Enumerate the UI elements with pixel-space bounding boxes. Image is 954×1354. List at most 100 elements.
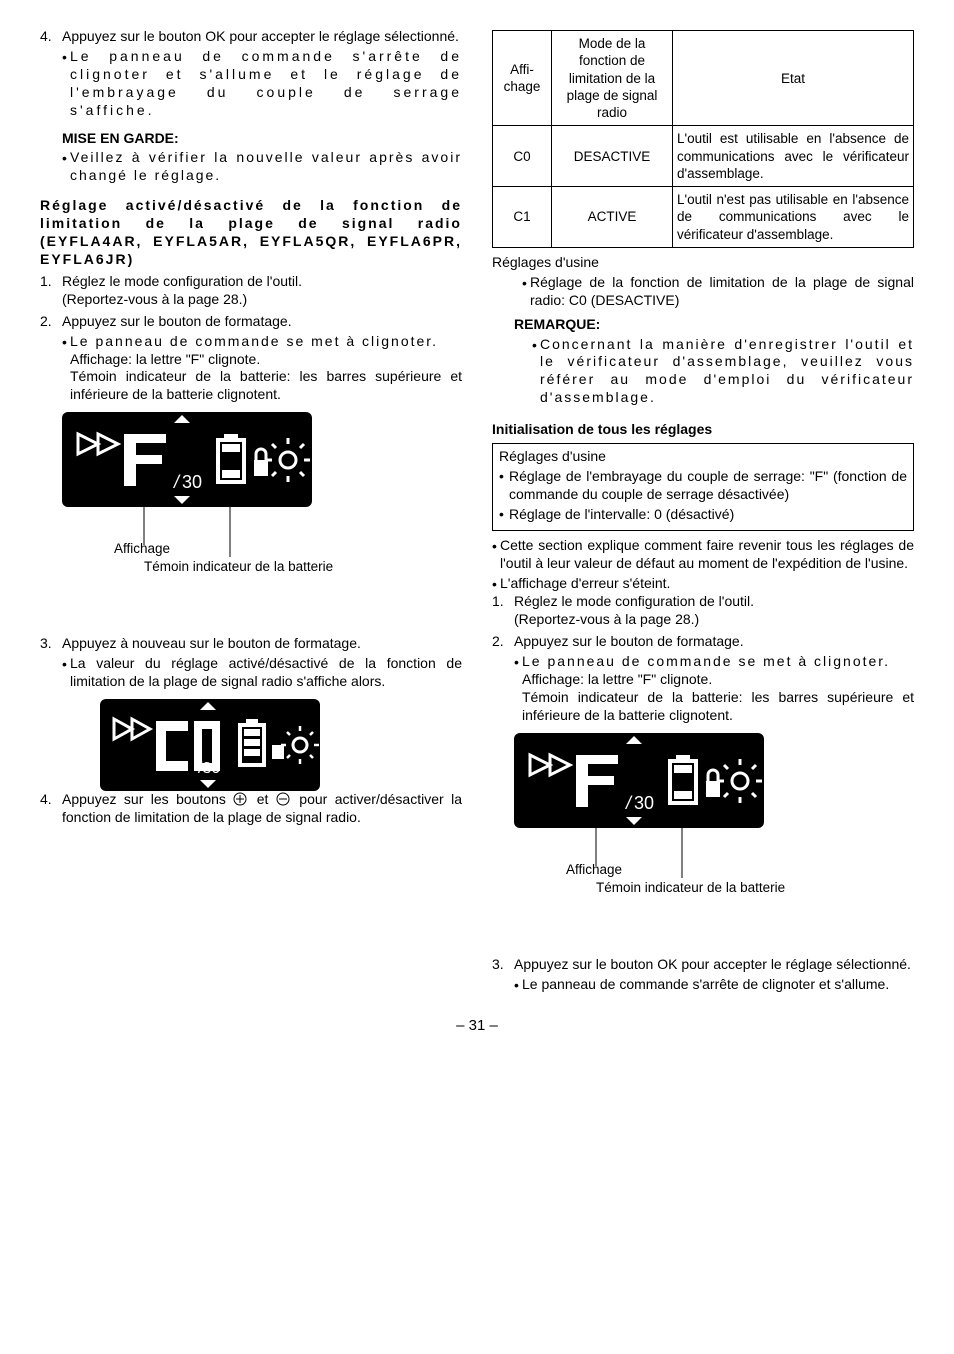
bullet-row: • L'affichage d'erreur s'éteint. — [492, 575, 914, 594]
plus-button-icon — [233, 792, 249, 806]
warning-body: Veillez à vérifier la nouvelle valeur ap… — [70, 149, 462, 185]
box-text: Réglage de l'embrayage du couple de serr… — [509, 468, 907, 504]
callout-battery: Témoin indicateur de la batterie — [596, 879, 785, 896]
step-text: Réglez le mode configuration de l'outil. — [62, 273, 302, 289]
init-step-3: 3. Appuyez sur le bouton OK pour accepte… — [492, 956, 914, 995]
sub-line: Affichage: la lettre "F" clignote. — [70, 351, 260, 367]
sub-line: Le panneau de commande se met à clignote… — [70, 333, 438, 349]
bullet: • — [499, 468, 509, 504]
step-sub: La valeur du réglage activé/désactivé de… — [70, 655, 462, 691]
bullet-row: • Cette section explique comment faire r… — [492, 537, 914, 573]
bullet: • — [62, 333, 70, 405]
sub-line: Témoin indicateur de la batterie: les ba… — [70, 368, 462, 402]
bullet: • — [499, 506, 509, 524]
step-sub: Le panneau de commande s'arrête de clign… — [70, 48, 462, 120]
step-text: Appuyez sur le bouton OK pour accepter l… — [62, 28, 459, 44]
text-mid: et — [249, 791, 276, 807]
step-sub: Le panneau de commande s'arrête de clign… — [522, 976, 914, 995]
step-num: 2. — [492, 633, 514, 725]
box-heading: Réglages d'usine — [499, 448, 907, 466]
display-figure-c0 — [100, 699, 462, 791]
callout-affichage: Affichage — [114, 540, 170, 557]
factory-sub-row: • Réglage de la fonction de limitation d… — [522, 274, 914, 310]
text-pre: Appuyez sur les boutons — [62, 791, 233, 807]
left-column: 4. Appuyez sur le bouton OK pour accepte… — [40, 28, 462, 998]
step-num: 2. — [40, 313, 62, 405]
radio-section-heading: Réglage activé/désactivé de la fonction … — [40, 197, 462, 269]
step-text: Appuyez sur le bouton OK pour accepter l… — [514, 956, 911, 972]
box-item: •Réglage de l'intervalle: 0 (désactivé) — [499, 506, 907, 524]
radio-step-2: 2. Appuyez sur le bouton de formatage. •… — [40, 313, 462, 405]
init-step-2: 2. Appuyez sur le bouton de formatage. •… — [492, 633, 914, 725]
bullet-text: Cette section explique comment faire rev… — [500, 537, 914, 573]
bullet: • — [514, 653, 522, 725]
warning-body-row: • Veillez à vérifier la nouvelle valeur … — [62, 149, 462, 185]
table-header-row: Affi-chage Mode de la fonction de limita… — [493, 31, 914, 126]
step-text: Appuyez sur les boutons et pour activer/… — [62, 791, 462, 827]
callout-lines-icon — [62, 507, 312, 562]
bullet: • — [522, 274, 530, 310]
step-num: 3. — [40, 635, 62, 691]
bullet: • — [492, 537, 500, 573]
step-num: 1. — [492, 593, 514, 629]
radio-step-4: 4. Appuyez sur les boutons et pour activ… — [40, 791, 462, 827]
bullet-text: L'affichage d'erreur s'éteint. — [500, 575, 914, 594]
cell: ACTIVE — [552, 187, 673, 248]
cell: C1 — [493, 187, 552, 248]
bullet: • — [492, 575, 500, 594]
callout-battery: Témoin indicateur de la batterie — [144, 558, 333, 575]
remark-body: Concernant la manière d'enregistrer l'ou… — [540, 336, 914, 408]
lcd-panel-f-icon — [62, 412, 312, 507]
step-paren: (Reportez-vous à la page 28.) — [514, 611, 699, 627]
step-paren: (Reportez-vous à la page 28.) — [62, 291, 247, 307]
th-affichage: Affi-chage — [493, 31, 552, 126]
lcd-panel-c0-icon — [100, 699, 320, 791]
step-num: 4. — [40, 28, 62, 120]
init-heading: Initialisation de tous les réglages — [492, 421, 914, 439]
step-sub: Le panneau de commande se met à clignote… — [70, 333, 462, 405]
state-table: Affi-chage Mode de la fonction de limita… — [492, 30, 914, 248]
bullet: • — [62, 655, 70, 691]
th-mode: Mode de la fonction de limitation de la … — [552, 31, 673, 126]
box-text: Réglage de l'intervalle: 0 (désactivé) — [509, 506, 907, 524]
sub-line: Affichage: la lettre "F" clignote. — [522, 671, 712, 687]
callout-lines-icon — [514, 828, 764, 883]
step-num: 4. — [40, 791, 62, 827]
factory-box: Réglages d'usine •Réglage de l'embrayage… — [492, 443, 914, 531]
step-text: Appuyez sur le bouton de formatage. — [514, 633, 744, 649]
step-text: Appuyez sur le bouton de formatage. — [62, 313, 292, 329]
bullet: • — [532, 336, 540, 408]
bullet: • — [62, 48, 70, 120]
sub-line: Témoin indicateur de la batterie: les ba… — [522, 689, 914, 723]
step-text: Appuyez à nouveau sur le bouton de forma… — [62, 635, 361, 651]
bullet: • — [514, 976, 522, 995]
cell: C0 — [493, 126, 552, 187]
box-item: •Réglage de l'embrayage du couple de ser… — [499, 468, 907, 504]
step-sub: Le panneau de commande se met à clignote… — [522, 653, 914, 725]
factory-sub: Réglage de la fonction de limitation de … — [530, 274, 914, 310]
radio-step-3: 3. Appuyez à nouveau sur le bouton de fo… — [40, 635, 462, 691]
remark-row: • Concernant la manière d'enregistrer l'… — [532, 336, 914, 408]
step-num: 3. — [492, 956, 514, 995]
callout-affichage: Affichage — [566, 861, 622, 878]
th-etat: Etat — [673, 31, 914, 126]
init-step-1: 1. Réglez le mode configuration de l'out… — [492, 593, 914, 629]
page-columns: 4. Appuyez sur le bouton OK pour accepte… — [40, 28, 914, 998]
factory-heading: Réglages d'usine — [492, 254, 914, 272]
sub-line: Le panneau de commande se met à clignote… — [522, 653, 890, 669]
radio-step-1: 1. Réglez le mode configuration de l'out… — [40, 273, 462, 309]
cell: DESACTIVE — [552, 126, 673, 187]
table-row: C1 ACTIVE L'outil n'est pas utilisable e… — [493, 187, 914, 248]
page-number: – 31 – — [40, 1016, 914, 1035]
cell: L'outil est utilisable en l'absence de c… — [673, 126, 914, 187]
table-row: C0 DESACTIVE L'outil est utilisable en l… — [493, 126, 914, 187]
cell: L'outil n'est pas utilisable en l'absenc… — [673, 187, 914, 248]
right-column: Affi-chage Mode de la fonction de limita… — [492, 28, 914, 998]
display-figure-f: Affichage Témoin indicateur de la batter… — [62, 412, 462, 567]
display-figure-f-right: Affichage Témoin indicateur de la batter… — [514, 733, 914, 888]
warning-heading: MISE EN GARDE: — [62, 130, 462, 148]
bullet: • — [62, 149, 70, 185]
lcd-panel-f-icon — [514, 733, 764, 828]
step-text: Réglez le mode configuration de l'outil. — [514, 593, 754, 609]
minus-button-icon — [276, 792, 292, 806]
